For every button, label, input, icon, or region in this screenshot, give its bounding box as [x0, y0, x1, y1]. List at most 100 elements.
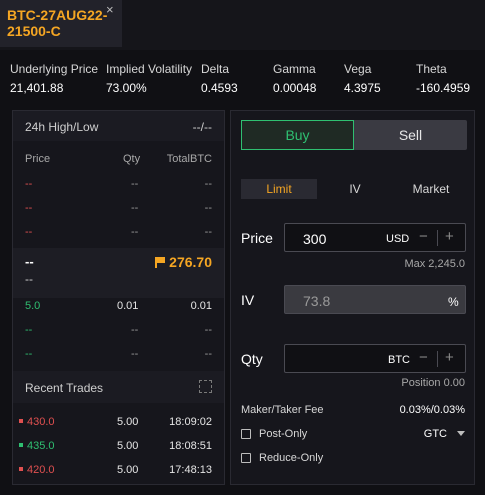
ask-qty: --	[131, 202, 139, 214]
recent-trades-label: Recent Trades	[25, 381, 104, 395]
instrument-tab[interactable]: BTC-27AUG22-21500-C ×	[0, 0, 122, 47]
ask-qty: --	[131, 226, 139, 238]
post-only-checkbox[interactable]	[241, 429, 251, 439]
trade-qty: 5.00	[117, 440, 139, 452]
reduce-only-label: Reduce-Only	[259, 452, 324, 464]
orderbook-header-qty: Qty	[123, 153, 141, 165]
stat-value: 0.4593	[201, 81, 238, 95]
orderbook-panel: 24h High/Low --/-- Price Qty TotalBTC --…	[12, 110, 225, 485]
iv-input[interactable]: 73.8 %	[284, 285, 466, 314]
stat-value: -160.4959	[416, 81, 471, 95]
bid-price[interactable]: --	[25, 348, 33, 360]
mark-price-value: 276.70	[169, 254, 212, 270]
ask-price[interactable]: --	[25, 226, 33, 238]
trade-price: 435.0	[19, 440, 55, 452]
sell-dot-icon	[19, 467, 23, 471]
trade-price: 430.0	[19, 416, 55, 428]
price-increment-button[interactable]: +	[445, 228, 454, 245]
order-type-tabs: Limit IV Market	[241, 179, 467, 199]
bid-price[interactable]: --	[25, 324, 33, 336]
orderbook-header-price: Price	[25, 153, 51, 165]
recent-trades-header: Recent Trades	[13, 371, 224, 403]
bid-total: 0.01	[190, 300, 212, 312]
trade-qty: 5.00	[117, 416, 139, 428]
greeks-stats: Underlying Price 21,401.88 Implied Volat…	[0, 50, 485, 105]
orderbook-header-total: TotalBTC	[166, 153, 212, 165]
stat-label: Delta	[201, 62, 230, 76]
bid-total: --	[204, 324, 212, 336]
expand-icon[interactable]	[199, 380, 212, 393]
stat-value: 73.00%	[106, 81, 147, 95]
qty-decrement-button[interactable]: −	[419, 349, 428, 366]
order-form-panel: Buy Sell Limit IV Market Price 300 USD −…	[230, 110, 475, 485]
trade-qty: 5.00	[117, 464, 139, 476]
flag-icon	[155, 257, 166, 268]
qty-increment-button[interactable]: +	[445, 349, 454, 366]
price-decrement-button[interactable]: −	[419, 228, 428, 245]
price-input[interactable]: 300 USD − +	[284, 223, 466, 252]
trade-time: 18:08:51	[169, 440, 212, 452]
post-only-label: Post-Only	[259, 428, 308, 440]
tab-market[interactable]: Market	[412, 182, 450, 196]
bid-qty: --	[131, 348, 139, 360]
position-text: Position 0.00	[401, 377, 465, 389]
time-in-force-value: GTC	[423, 428, 447, 440]
bid-qty: --	[131, 324, 139, 336]
ask-total: --	[204, 178, 212, 190]
divider	[437, 351, 438, 367]
top-bar: BTC-27AUG22-21500-C ×	[0, 0, 485, 50]
reduce-only-checkbox[interactable]	[241, 453, 251, 463]
qty-label: Qty	[241, 351, 263, 367]
trade-price: 420.0	[19, 464, 55, 476]
price-unit: USD	[386, 233, 410, 245]
stat-label: Vega	[344, 62, 372, 76]
sell-dot-icon	[19, 419, 23, 423]
stat-label: Underlying Price	[10, 62, 99, 76]
tab-limit[interactable]: Limit	[241, 179, 317, 199]
stat-value: 4.3975	[344, 81, 381, 95]
trade-price-value: 430.0	[27, 416, 55, 428]
tab-iv[interactable]: IV	[349, 182, 361, 196]
buy-sell-toggle: Buy Sell	[241, 120, 467, 150]
trade-time: 17:48:13	[169, 464, 212, 476]
stat-theta: Theta -160.4959	[416, 62, 470, 95]
time-in-force-select[interactable]: GTC	[424, 428, 465, 440]
iv-value: 73.8	[303, 293, 331, 309]
iv-label: IV	[241, 292, 255, 308]
close-icon[interactable]: ×	[106, 2, 114, 17]
instrument-tab-title: BTC-27AUG22-21500-C	[7, 7, 108, 39]
high-low-label: 24h High/Low	[25, 120, 99, 134]
chevron-down-icon	[457, 431, 465, 436]
qty-input[interactable]: BTC − +	[284, 344, 466, 373]
stat-label: Implied Volatility	[106, 62, 193, 76]
index-price: --	[25, 272, 33, 286]
sell-button[interactable]: Sell	[398, 127, 423, 143]
price-value: 300	[303, 231, 327, 247]
last-price: --	[25, 254, 34, 269]
high-low-row: 24h High/Low --/--	[13, 111, 224, 141]
stat-implied-volatility: Implied Volatility 73.00%	[106, 62, 192, 95]
ask-qty: --	[131, 178, 139, 190]
buy-button[interactable]: Buy	[241, 120, 354, 150]
trade-price-value: 435.0	[27, 440, 55, 452]
price-label: Price	[241, 230, 273, 246]
trade-time: 18:09:02	[169, 416, 212, 428]
fee-value: 0.03%/0.03%	[399, 404, 465, 416]
iv-unit: %	[448, 295, 459, 309]
orderbook-mid-row: -- -- 276.70	[13, 248, 224, 298]
stat-value: 21,401.88	[10, 81, 64, 95]
max-text: Max 2,245.0	[404, 258, 465, 270]
ask-total: --	[204, 202, 212, 214]
stat-delta: Delta 0.4593	[201, 62, 238, 95]
ask-price[interactable]: --	[25, 202, 33, 214]
stat-vega: Vega 4.3975	[344, 62, 381, 95]
fee-label: Maker/Taker Fee	[241, 404, 324, 416]
ask-total: --	[204, 226, 212, 238]
ask-price[interactable]: --	[25, 178, 33, 190]
high-low-value: --/--	[192, 120, 212, 134]
bid-price[interactable]: 5.0	[25, 300, 41, 312]
stat-gamma: Gamma 0.00048	[273, 62, 316, 95]
bid-qty: 0.01	[117, 300, 139, 312]
mark-price: 276.70	[155, 254, 212, 270]
stat-label: Theta	[416, 62, 447, 76]
